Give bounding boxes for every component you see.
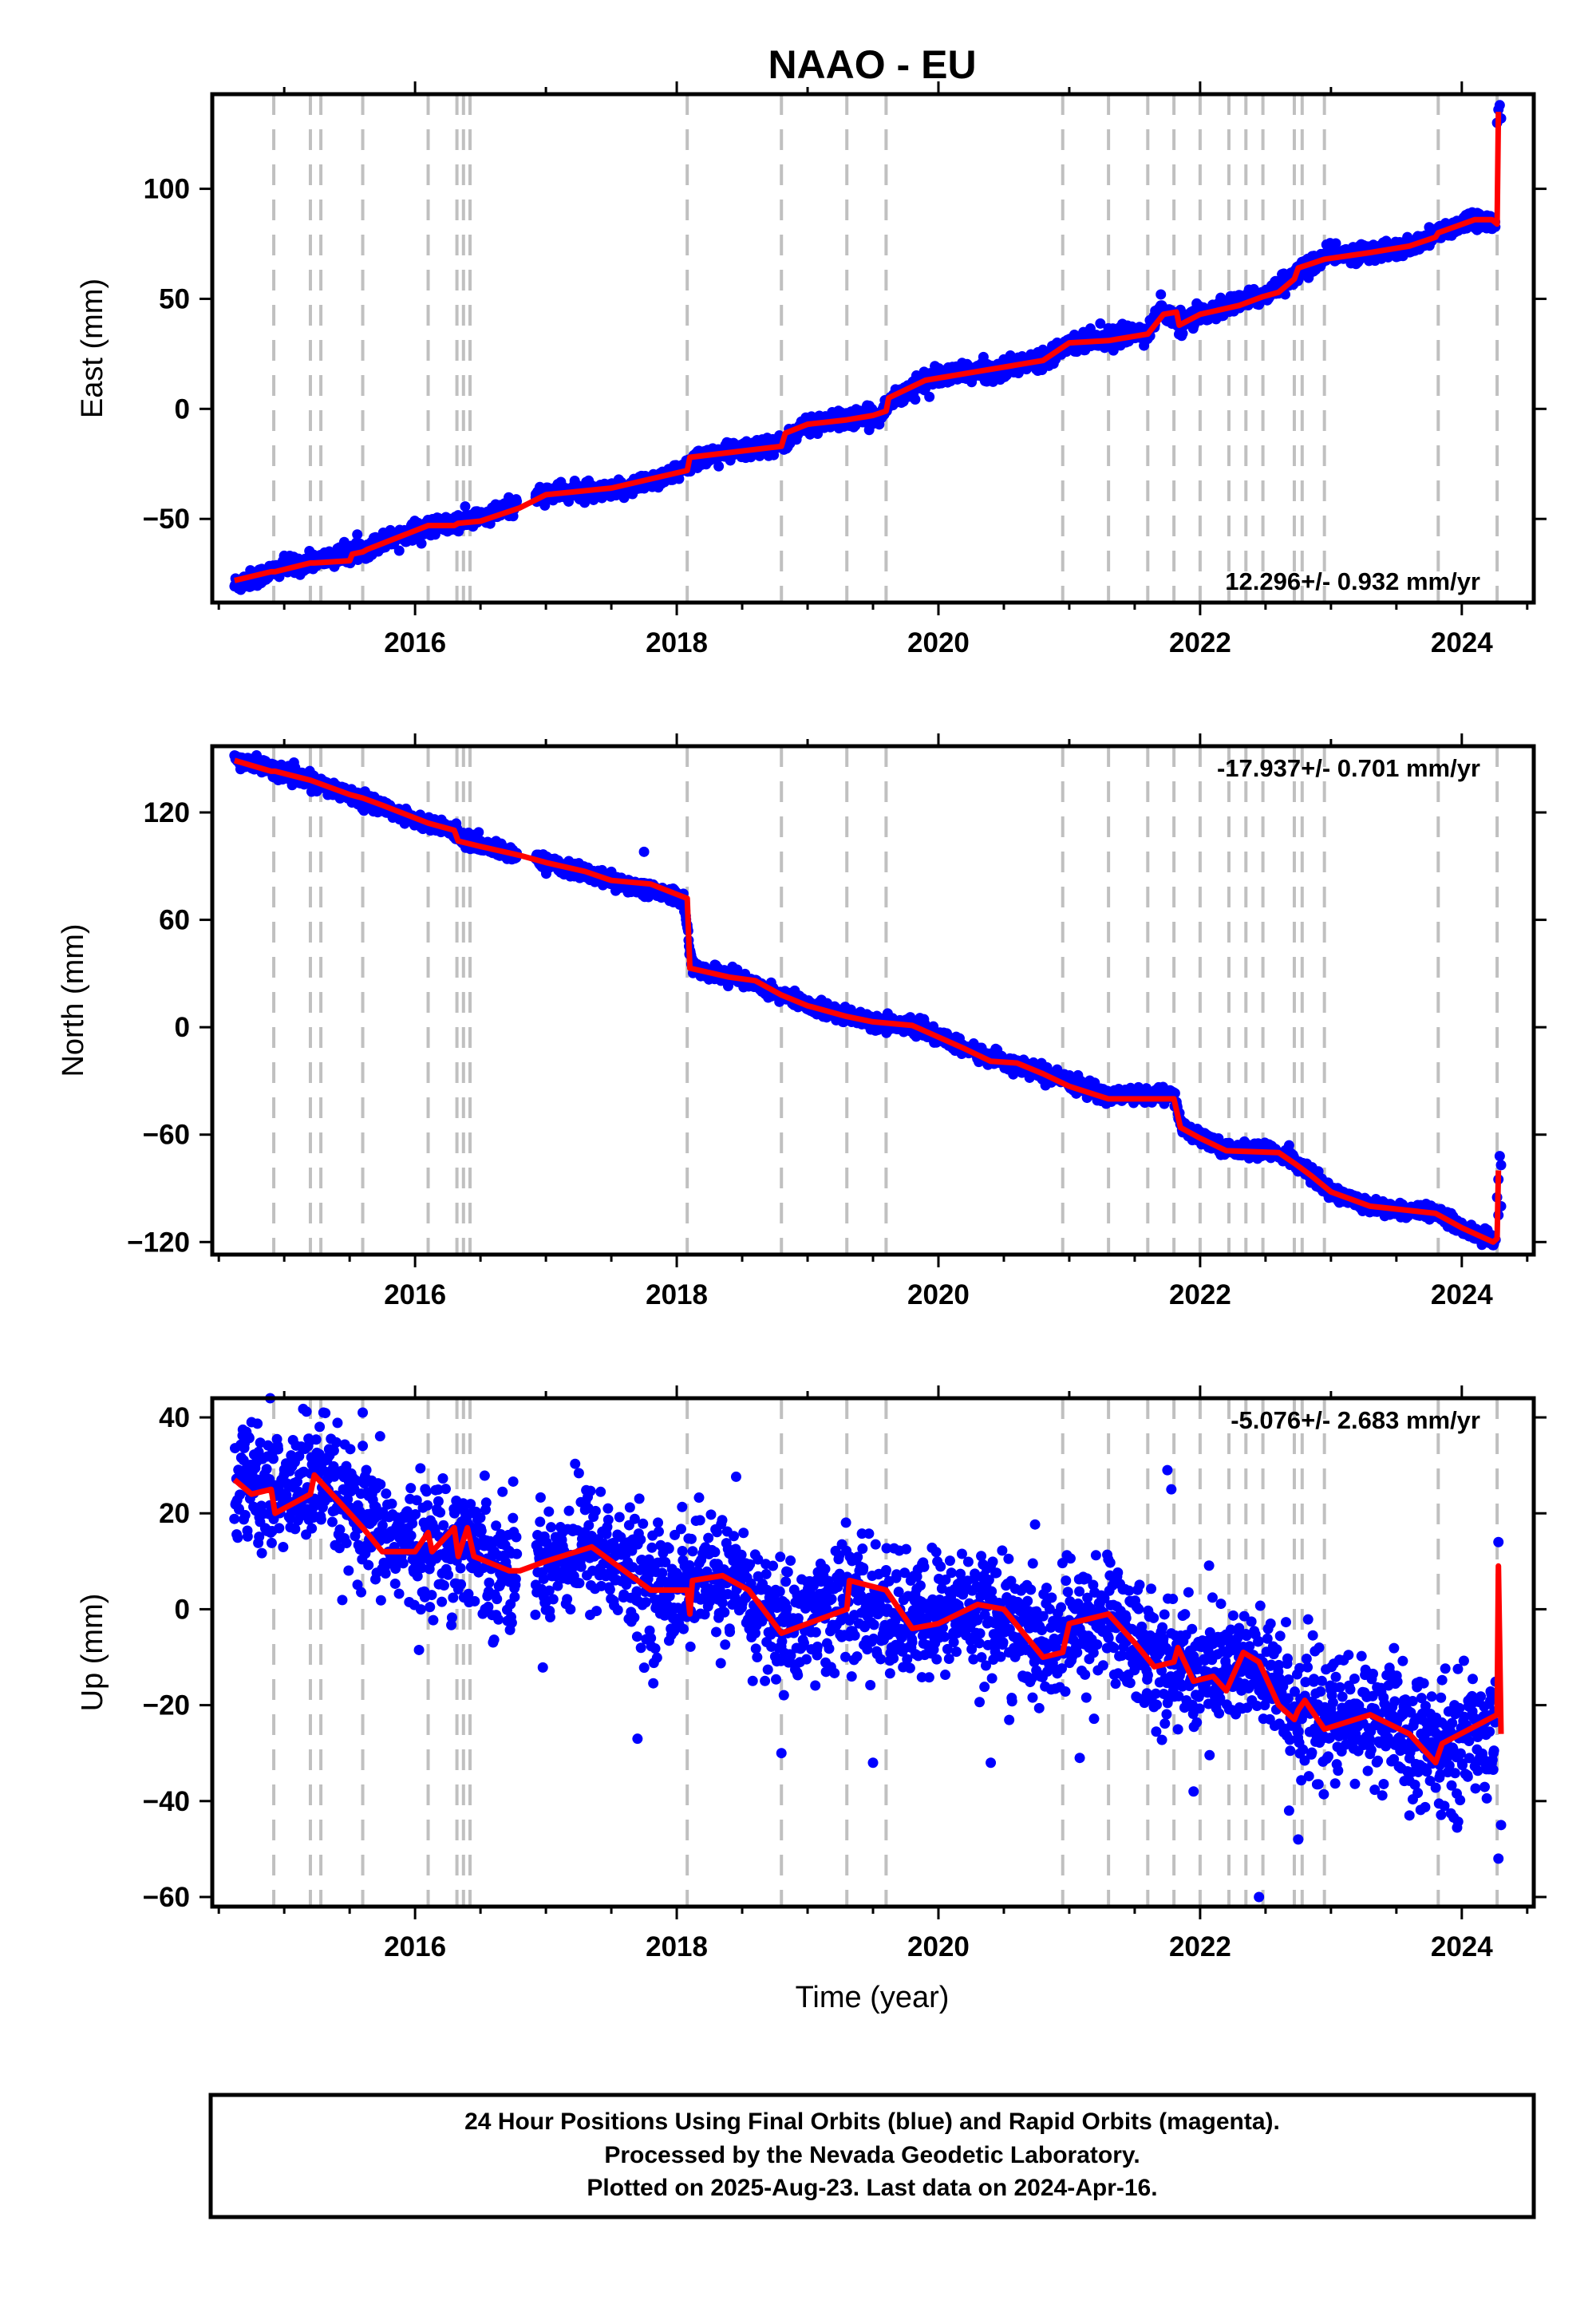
data-point <box>910 394 921 405</box>
data-point <box>512 496 523 507</box>
data-point <box>416 538 427 549</box>
rate-label: 12.296+/- 0.932 mm/yr <box>1225 567 1480 595</box>
data-point <box>460 501 471 512</box>
x-tick-label: 2022 <box>1169 627 1231 658</box>
y-tick-label: 100 <box>144 174 190 205</box>
x-tick-label: 2020 <box>907 627 970 658</box>
data-point <box>473 827 484 838</box>
data-point <box>393 545 405 556</box>
chart-title: NAAO - EU <box>768 42 976 87</box>
x-tick-label: 2018 <box>646 627 708 658</box>
data-point <box>924 391 935 402</box>
x-tick-label: 2016 <box>384 627 446 658</box>
y-tick-label: 50 <box>159 283 190 314</box>
x-tick-label: 2024 <box>1431 627 1493 658</box>
y-axis-label: East (mm) <box>76 279 109 418</box>
y-tick-label: 0 <box>175 393 190 425</box>
data-point-outlier <box>1494 100 1505 111</box>
model-line <box>234 112 1502 583</box>
y-tick-label: −50 <box>143 504 190 535</box>
panels: 2016 2018 2020 2022 2024 −50 0 50 100 East (mm) 12… <box>57 81 1547 1962</box>
data-point <box>352 529 363 540</box>
panel-east: 2016 2018 2020 2022 2024 −50 0 50 100 East (mm) 12… <box>76 81 1547 658</box>
data-point <box>1095 318 1106 329</box>
data-points <box>229 100 1507 595</box>
data-point-outlier <box>1156 289 1167 300</box>
data-point <box>713 460 725 472</box>
